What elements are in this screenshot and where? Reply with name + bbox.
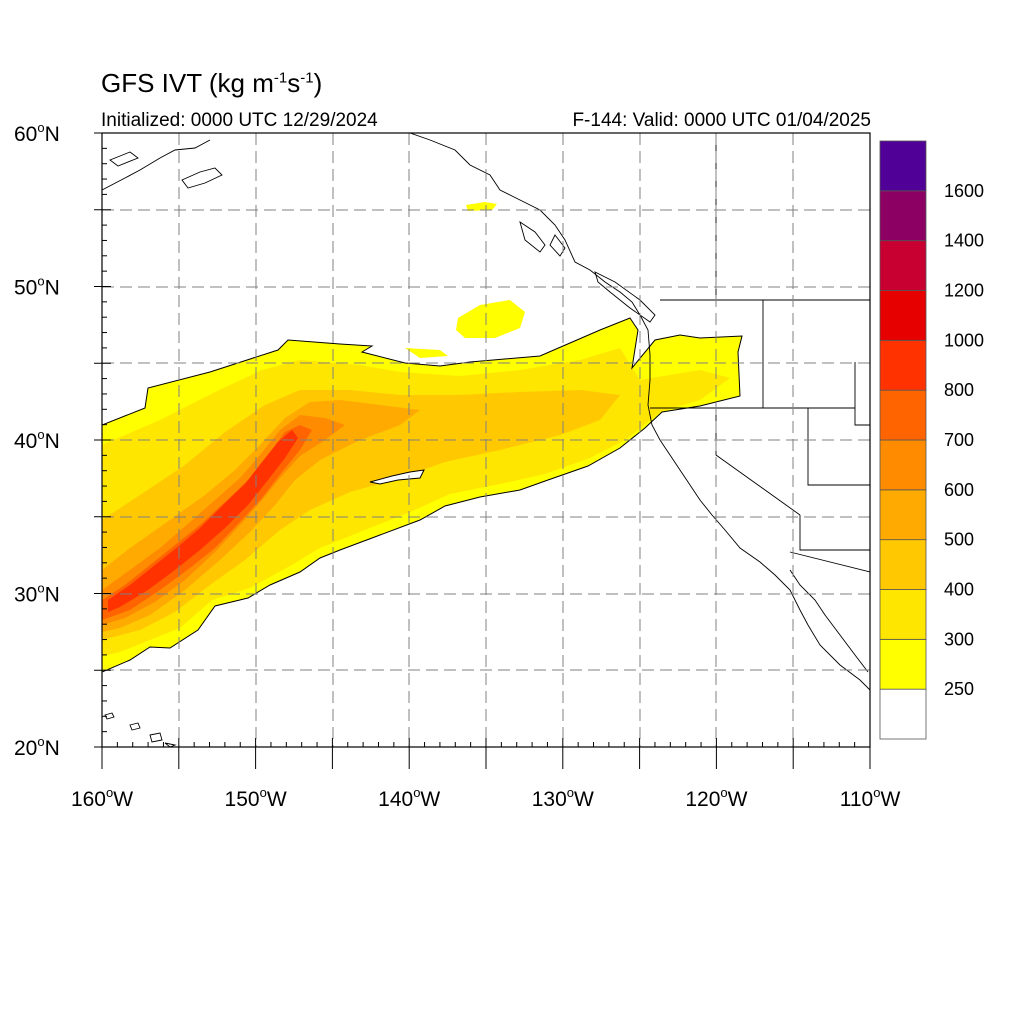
ivt-patch-250-n bbox=[405, 348, 448, 358]
lon-label: 150oW bbox=[225, 785, 287, 811]
colorbar-box bbox=[879, 389, 927, 441]
ivt-hole bbox=[369, 469, 425, 485]
coastline-hawaii bbox=[104, 712, 177, 747]
ivt-contour-800 bbox=[108, 430, 298, 612]
lon-label: 120oW bbox=[685, 785, 747, 811]
colorbar-label: 1000 bbox=[944, 330, 984, 350]
colorbar-label: 1600 bbox=[944, 181, 984, 201]
coastline-baja bbox=[789, 569, 869, 673]
colorbar-box bbox=[879, 290, 927, 341]
coastline-north-america bbox=[409, 133, 870, 691]
colorbar-box bbox=[879, 140, 927, 192]
grid-lines bbox=[102, 133, 870, 747]
ivt-patch-250-ak bbox=[466, 202, 497, 211]
lat-label: 60oN bbox=[14, 120, 60, 146]
valid-label: F-144: Valid: 0000 UTC 01/04/2025 bbox=[572, 110, 871, 131]
colorbar-label: 700 bbox=[944, 430, 974, 450]
colorbar-box bbox=[879, 539, 927, 590]
colorbar-box bbox=[879, 638, 927, 690]
colorbar-label: 500 bbox=[944, 530, 974, 550]
colorbar-label: 400 bbox=[944, 580, 974, 600]
colorbar-box bbox=[879, 439, 927, 491]
title-text-close: ) bbox=[313, 68, 323, 98]
colorbar-box bbox=[879, 240, 927, 291]
coastline-islands-bc bbox=[519, 220, 566, 257]
border-mexico bbox=[789, 551, 870, 573]
colorbar-box bbox=[879, 688, 927, 740]
map-title: GFS IVT (kg m-1s-1) bbox=[101, 68, 322, 99]
colorbar-box bbox=[879, 489, 927, 541]
colorbar-label: 250 bbox=[944, 679, 974, 699]
coastline-alaska bbox=[102, 139, 223, 191]
colorbar: 250 300 400 500 600 700 800 1000 1200 1400 1600 bbox=[879, 140, 984, 740]
colorbar-label: 1400 bbox=[944, 231, 984, 251]
lon-label: 140oW bbox=[378, 785, 440, 811]
lat-label: 20oN bbox=[14, 734, 60, 760]
colorbar-label: 600 bbox=[944, 480, 974, 500]
title-text: GFS IVT (kg m bbox=[101, 68, 274, 98]
ivt-outline bbox=[102, 317, 743, 673]
colorbar-label: 1200 bbox=[944, 281, 984, 301]
ivt-patch-250-bc bbox=[456, 300, 525, 338]
colorbar-box bbox=[879, 589, 927, 640]
initialized-label: Initialized: 0000 UTC 12/29/2024 bbox=[101, 110, 378, 131]
lon-labels: 160oW 150oW 140oW 130oW 120oW 110oW bbox=[71, 785, 901, 811]
lon-label: 130oW bbox=[532, 785, 594, 811]
lon-label: 160oW bbox=[71, 785, 133, 811]
title-sup-2: -1 bbox=[300, 69, 314, 87]
colorbar-box bbox=[879, 190, 927, 242]
ivt-contour-400 bbox=[102, 390, 620, 640]
coastline-vancouver-island bbox=[594, 271, 656, 323]
colorbar-label: 300 bbox=[944, 629, 974, 649]
ivt-field bbox=[102, 202, 743, 673]
lon-label: 110oW bbox=[840, 785, 901, 811]
title-sup-1: -1 bbox=[273, 69, 288, 87]
title-text-mid: s bbox=[287, 68, 301, 98]
lat-label: 30oN bbox=[14, 581, 60, 607]
coastlines bbox=[102, 133, 870, 747]
lat-label: 40oN bbox=[14, 427, 60, 453]
colorbar-box bbox=[879, 339, 927, 391]
axis-ticks bbox=[94, 132, 871, 769]
lat-label: 50oN bbox=[14, 274, 60, 300]
lat-labels: 20oN 30oN 40oN 50oN 60oN bbox=[14, 120, 60, 760]
colorbar-label: 800 bbox=[944, 380, 974, 400]
